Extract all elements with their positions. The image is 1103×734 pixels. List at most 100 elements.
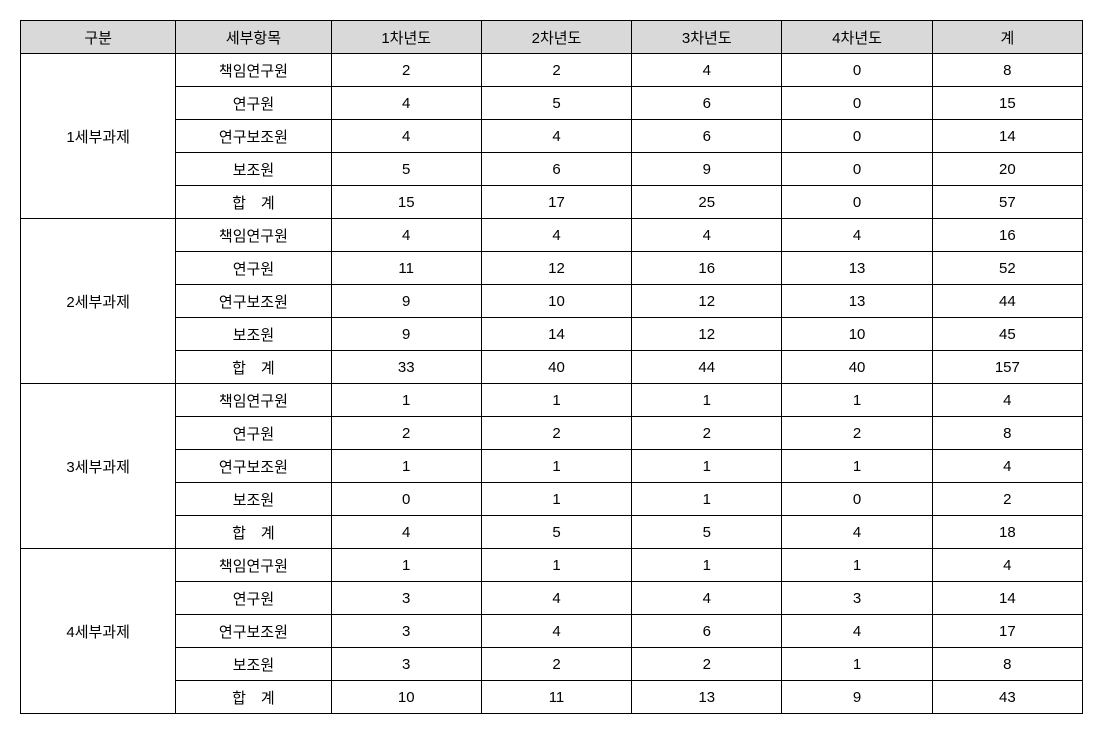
cell-total: 8 xyxy=(932,648,1082,681)
cell-year3: 12 xyxy=(632,318,782,351)
cell-year2: 10 xyxy=(481,285,631,318)
header-year1: 1차년도 xyxy=(331,21,481,54)
cell-year2: 4 xyxy=(481,615,631,648)
table-header-row: 구분 세부항목 1차년도 2차년도 3차년도 4차년도 계 xyxy=(21,21,1083,54)
cell-year4: 10 xyxy=(782,318,932,351)
cell-item: 합 계 xyxy=(176,681,331,714)
cell-item: 합 계 xyxy=(176,186,331,219)
cell-item: 책임연구원 xyxy=(176,549,331,582)
cell-year1: 9 xyxy=(331,318,481,351)
cell-total: 157 xyxy=(932,351,1082,384)
cell-total: 14 xyxy=(932,582,1082,615)
header-detail: 세부항목 xyxy=(176,21,331,54)
cell-year1: 15 xyxy=(331,186,481,219)
cell-total: 8 xyxy=(932,54,1082,87)
cell-year4: 40 xyxy=(782,351,932,384)
cell-total: 8 xyxy=(932,417,1082,450)
cell-year4: 4 xyxy=(782,219,932,252)
cell-year2: 4 xyxy=(481,219,631,252)
cell-item: 연구보조원 xyxy=(176,120,331,153)
table-row: 보조원569020 xyxy=(21,153,1083,186)
cell-year3: 6 xyxy=(632,615,782,648)
cell-year4: 0 xyxy=(782,120,932,153)
cell-year1: 0 xyxy=(331,483,481,516)
cell-year4: 9 xyxy=(782,681,932,714)
cell-year4: 2 xyxy=(782,417,932,450)
cell-year2: 1 xyxy=(481,384,631,417)
cell-year1: 11 xyxy=(331,252,481,285)
table-row: 3세부과제책임연구원11114 xyxy=(21,384,1083,417)
cell-year1: 1 xyxy=(331,384,481,417)
header-year2: 2차년도 xyxy=(481,21,631,54)
cell-year2: 4 xyxy=(481,582,631,615)
cell-year1: 3 xyxy=(331,615,481,648)
cell-year4: 13 xyxy=(782,252,932,285)
cell-year3: 9 xyxy=(632,153,782,186)
cell-year1: 1 xyxy=(331,549,481,582)
cell-item: 책임연구원 xyxy=(176,219,331,252)
cell-year4: 0 xyxy=(782,54,932,87)
cell-item: 보조원 xyxy=(176,318,331,351)
cell-year3: 6 xyxy=(632,87,782,120)
cell-year2: 2 xyxy=(481,648,631,681)
table-row: 연구원1112161352 xyxy=(21,252,1083,285)
cell-year3: 4 xyxy=(632,219,782,252)
cell-year1: 4 xyxy=(331,219,481,252)
cell-year2: 11 xyxy=(481,681,631,714)
header-gubun: 구분 xyxy=(21,21,176,54)
cell-year4: 1 xyxy=(782,648,932,681)
header-year3: 3차년도 xyxy=(632,21,782,54)
group-label: 4세부과제 xyxy=(21,549,176,714)
cell-year2: 12 xyxy=(481,252,631,285)
cell-item: 연구보조원 xyxy=(176,450,331,483)
cell-year4: 0 xyxy=(782,153,932,186)
cell-year1: 4 xyxy=(331,87,481,120)
cell-total: 52 xyxy=(932,252,1082,285)
cell-item: 보조원 xyxy=(176,153,331,186)
cell-year3: 25 xyxy=(632,186,782,219)
cell-year3: 44 xyxy=(632,351,782,384)
cell-total: 44 xyxy=(932,285,1082,318)
cell-year2: 4 xyxy=(481,120,631,153)
cell-total: 4 xyxy=(932,384,1082,417)
cell-year1: 3 xyxy=(331,648,481,681)
cell-item: 책임연구원 xyxy=(176,384,331,417)
cell-item: 책임연구원 xyxy=(176,54,331,87)
cell-year3: 1 xyxy=(632,483,782,516)
table-row: 합 계151725057 xyxy=(21,186,1083,219)
cell-item: 연구원 xyxy=(176,417,331,450)
cell-year3: 5 xyxy=(632,516,782,549)
cell-year2: 1 xyxy=(481,483,631,516)
cell-year3: 4 xyxy=(632,582,782,615)
cell-year1: 2 xyxy=(331,54,481,87)
cell-year1: 1 xyxy=(331,450,481,483)
table-row: 2세부과제책임연구원444416 xyxy=(21,219,1083,252)
table-row: 연구원456015 xyxy=(21,87,1083,120)
cell-year2: 2 xyxy=(481,417,631,450)
cell-item: 합 계 xyxy=(176,516,331,549)
cell-total: 17 xyxy=(932,615,1082,648)
table-row: 연구원344314 xyxy=(21,582,1083,615)
cell-year2: 17 xyxy=(481,186,631,219)
table-row: 4세부과제책임연구원11114 xyxy=(21,549,1083,582)
cell-year3: 2 xyxy=(632,417,782,450)
cell-year1: 3 xyxy=(331,582,481,615)
cell-year3: 2 xyxy=(632,648,782,681)
cell-item: 연구원 xyxy=(176,252,331,285)
cell-year3: 6 xyxy=(632,120,782,153)
table-row: 보조원01102 xyxy=(21,483,1083,516)
cell-year1: 2 xyxy=(331,417,481,450)
table-row: 합 계101113943 xyxy=(21,681,1083,714)
cell-year4: 3 xyxy=(782,582,932,615)
cell-year1: 4 xyxy=(331,120,481,153)
cell-total: 14 xyxy=(932,120,1082,153)
cell-total: 45 xyxy=(932,318,1082,351)
group-label: 2세부과제 xyxy=(21,219,176,384)
cell-year4: 4 xyxy=(782,516,932,549)
cell-item: 보조원 xyxy=(176,483,331,516)
cell-item: 합 계 xyxy=(176,351,331,384)
table-row: 연구보조원346417 xyxy=(21,615,1083,648)
cell-year4: 1 xyxy=(782,549,932,582)
cell-item: 보조원 xyxy=(176,648,331,681)
table-row: 연구원22228 xyxy=(21,417,1083,450)
